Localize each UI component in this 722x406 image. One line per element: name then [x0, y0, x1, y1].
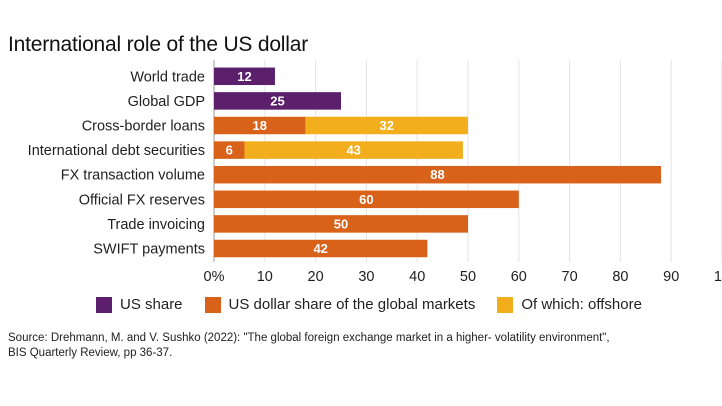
bar-international-debt-securities-us-dollar-share-of-the-global-markets: [214, 141, 245, 159]
bar-value-official-fx-reserves-us-dollar-share-of-the-global-markets: 60: [359, 192, 373, 207]
legend-label-us-share: US share: [120, 296, 183, 313]
category-label-trade-invoicing: Trade invoicing: [107, 217, 205, 233]
bar-cross-border-loans-us-dollar-share-of-the-global-markets: [214, 116, 306, 135]
bar-fx-transaction-volume-us-dollar-share-of-the-global-markets: [214, 165, 662, 184]
source-line-2: BIS Quarterly Review, pp 36-37.: [8, 347, 173, 359]
legend-item-global-markets: US dollar share of the global markets: [204, 296, 476, 313]
bar-global-gdp-us-share: [214, 92, 341, 110]
bars: [214, 67, 662, 258]
bar-value-international-debt-securities-of-which-offshore: 43: [346, 143, 360, 158]
labels: 0% 10 20 30 40 50 60 70 80 90 10 World trade 12 Globa…: [28, 69, 722, 285]
bar-official-fx-reserves-us-dollar-share-of-the-global-markets: [214, 190, 519, 209]
x-tick-label-2: 20: [308, 269, 324, 285]
legend-swatch-global-markets: [204, 296, 221, 313]
category-label-cross-border-loans: Cross-border loans: [82, 119, 205, 135]
legend: US share US dollar share of the global m…: [96, 296, 664, 313]
legend-swatch-offshore: [497, 296, 514, 313]
bar-value-world-trade-us-share: 12: [237, 69, 251, 84]
category-label-world-trade: World trade: [130, 69, 205, 85]
chart-title: International role of the US dollar: [8, 33, 309, 56]
category-label-global-gdp: Global GDP: [128, 94, 205, 110]
bar-value-trade-invoicing-us-dollar-share-of-the-global-markets: 50: [334, 216, 348, 231]
bar-value-swift-payments-us-dollar-share-of-the-global-markets: 42: [313, 241, 327, 256]
x-tick-label-6: 60: [511, 269, 527, 285]
bar-trade-invoicing-us-dollar-share-of-the-global-markets: [214, 215, 468, 233]
legend-item-us-share: US share: [96, 296, 183, 313]
bar-world-trade-us-share: [214, 67, 275, 86]
bar-value-international-debt-securities-us-dollar-share-of-the-global-markets: 6: [226, 143, 233, 158]
x-tick-label-1: 10: [257, 269, 273, 285]
x-tick-label-8: 80: [612, 269, 628, 285]
x-tick-label-10: 10: [714, 269, 722, 285]
bar-swift-payments-us-dollar-share-of-the-global-markets: [214, 239, 428, 258]
bar-value-cross-border-loans-of-which-offshore: 32: [379, 118, 393, 133]
bar-value-global-gdp-us-share: 25: [270, 93, 284, 108]
category-label-international-debt-securities: International debt securities: [28, 143, 205, 159]
legend-swatch-us-share: [96, 296, 112, 313]
x-tick-label-3: 30: [358, 269, 374, 285]
bar-value-fx-transaction-volume-us-dollar-share-of-the-global-markets: 88: [430, 167, 444, 182]
category-label-official-fx-reserves: Official FX reserves: [79, 192, 205, 208]
x-tick-label-0: 0%: [204, 269, 225, 285]
category-label-fx-transaction-volume: FX transaction volume: [61, 168, 205, 184]
bar-cross-border-loans-of-which-offshore: [305, 116, 468, 135]
x-tick-label-7: 70: [562, 269, 578, 285]
source-note: Source: Drehmann, M. and V. Sushko (2022…: [8, 331, 708, 361]
category-label-swift-payments: SWIFT payments: [93, 242, 205, 258]
x-tick-label-9: 90: [663, 269, 679, 285]
legend-label-global-markets: US dollar share of the global markets: [228, 296, 476, 313]
bar-value-cross-border-loans-us-dollar-share-of-the-global-markets: 18: [252, 118, 266, 133]
source-line-1: Source: Drehmann, M. and V. Sushko (2022…: [8, 332, 610, 344]
bar-international-debt-securities-of-which-offshore: [244, 141, 463, 159]
legend-label-offshore: Of which: offshore: [521, 296, 642, 313]
x-tick-label-5: 50: [460, 269, 476, 285]
legend-item-offshore: Of which: offshore: [497, 296, 642, 313]
x-tick-label-4: 40: [409, 269, 425, 285]
